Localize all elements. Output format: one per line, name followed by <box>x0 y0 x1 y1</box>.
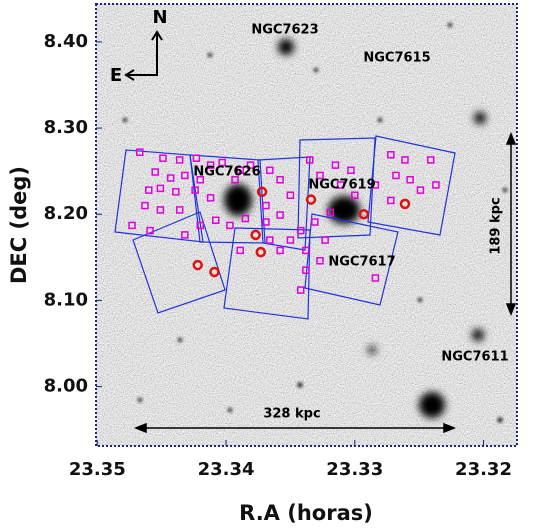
point <box>399 198 411 210</box>
plot-frame <box>95 3 518 447</box>
point <box>250 229 261 241</box>
point <box>331 161 340 169</box>
point <box>181 171 189 180</box>
annotation: E <box>110 65 122 86</box>
annotation: N <box>152 7 167 28</box>
point <box>326 208 335 217</box>
point <box>241 214 250 223</box>
point <box>305 156 314 164</box>
scale-bars <box>133 131 517 434</box>
point <box>192 154 201 162</box>
point <box>136 148 144 156</box>
point <box>371 274 380 282</box>
annotation: NGC7619 <box>308 178 375 193</box>
y-tick-label: 8.40 <box>44 31 88 52</box>
x-tick-label: 23.35 <box>69 459 126 480</box>
y-tick-label: 8.30 <box>44 117 88 138</box>
annotation: 328 kpc <box>263 407 320 422</box>
point <box>276 246 284 255</box>
point <box>151 168 159 176</box>
point <box>296 226 305 235</box>
point <box>128 221 136 230</box>
point <box>211 216 220 225</box>
point <box>276 211 284 219</box>
point <box>172 188 180 196</box>
point <box>302 266 310 274</box>
point <box>416 186 425 194</box>
annotation: 189 kpc <box>489 197 504 254</box>
point <box>191 186 199 194</box>
compass <box>124 30 163 81</box>
point <box>218 158 226 167</box>
point <box>351 191 359 200</box>
point <box>231 176 239 184</box>
x-tick-label: 23.34 <box>198 459 255 480</box>
point <box>236 166 244 175</box>
point <box>256 186 268 198</box>
point <box>255 246 267 258</box>
point <box>358 208 370 220</box>
point <box>196 176 205 184</box>
point <box>387 196 395 205</box>
point <box>316 257 324 265</box>
point <box>196 221 205 230</box>
point <box>311 218 319 226</box>
point <box>146 226 154 235</box>
point <box>276 176 284 184</box>
y-axis-title: DEC (deg) <box>7 166 31 284</box>
point <box>236 246 244 255</box>
point <box>347 166 355 175</box>
point <box>406 176 414 184</box>
annotation: NGC7615 <box>363 51 430 66</box>
annotation: NGC7626 <box>193 165 260 180</box>
point <box>392 171 400 180</box>
point <box>336 181 345 189</box>
point <box>206 194 215 202</box>
point <box>387 151 395 159</box>
fields <box>114 135 456 320</box>
point <box>192 259 203 271</box>
point <box>206 161 215 169</box>
point <box>321 236 329 244</box>
point <box>266 236 274 244</box>
point <box>286 191 295 200</box>
point <box>166 174 175 182</box>
point <box>156 206 165 214</box>
annotation: NGC7617 <box>328 255 395 270</box>
point <box>145 186 153 194</box>
point <box>316 171 324 180</box>
point <box>246 161 255 169</box>
point <box>371 181 380 189</box>
point <box>426 156 435 164</box>
point <box>432 181 440 189</box>
sky-image <box>96 4 517 446</box>
point <box>226 221 234 230</box>
point <box>302 246 310 255</box>
point <box>401 156 409 164</box>
point <box>141 201 149 210</box>
point <box>296 286 305 294</box>
point <box>181 231 189 239</box>
annotation: NGC7623 <box>251 23 318 38</box>
point <box>209 266 220 278</box>
point <box>159 154 167 162</box>
x-axis-title: R.A (horas) <box>239 501 373 525</box>
point <box>175 206 184 214</box>
point <box>262 201 270 210</box>
x-tick-label: 23.32 <box>455 459 512 480</box>
y-tick-label: 8.00 <box>44 376 88 397</box>
annotation: NGC7611 <box>441 350 508 365</box>
y-tick-label: 8.20 <box>44 203 88 224</box>
point <box>156 184 165 193</box>
y-tick-label: 8.10 <box>44 289 88 310</box>
point <box>286 236 295 244</box>
point <box>175 156 184 164</box>
point <box>262 218 270 226</box>
x-tick-label: 23.33 <box>326 459 383 480</box>
point <box>305 194 317 205</box>
point <box>266 166 274 175</box>
